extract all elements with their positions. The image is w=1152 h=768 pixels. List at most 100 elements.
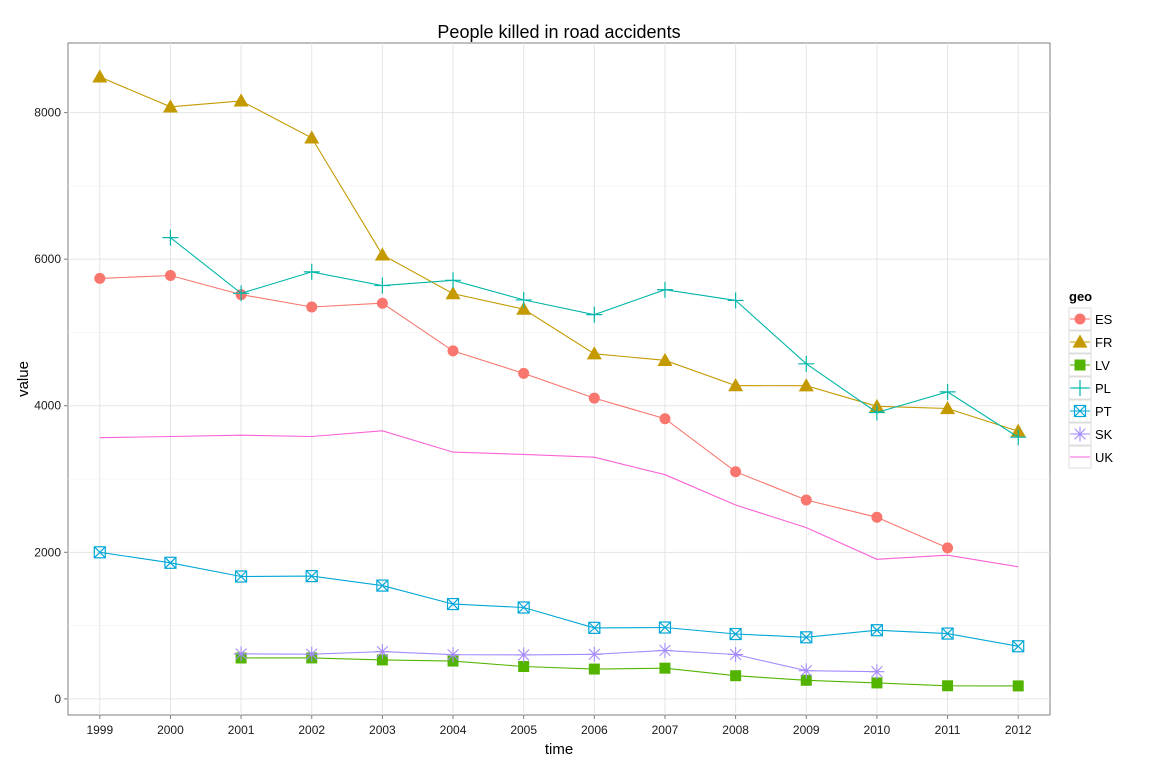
data-point-pt [305,570,318,583]
data-point-pl [939,383,956,400]
data-point-pt [588,621,601,634]
data-point-pt [800,631,813,644]
data-point-pt [164,556,177,569]
plot-panel [67,42,1051,716]
x-tick-label: 2011 [935,723,961,737]
data-point-pl [798,355,815,372]
x-tick-label: 2004 [440,723,467,737]
series-line-fr [99,76,1019,432]
data-point-sk [869,664,885,680]
data-point-es [518,367,530,379]
data-point-fr [445,286,461,300]
legend-marker-pl [1072,380,1088,396]
data-point-pt [446,597,460,611]
data-point-fr [304,130,320,144]
y-tick-label: 6000 [34,252,61,266]
legend-label: FR [1095,335,1112,350]
legend-label: ES [1095,312,1113,327]
data-point-pt [517,601,530,614]
x-tick-label: 2012 [1005,723,1032,737]
legend-label: PL [1095,381,1111,396]
major-gridlines [68,43,1050,715]
x-tick-label: 2006 [581,723,608,737]
data-point-lv [518,660,530,672]
data-point-fr [162,99,178,113]
series-pt [93,546,1025,653]
legend-label: UK [1095,450,1113,465]
legend-title: geo [1069,289,1092,304]
data-point-lv [871,677,883,689]
legend-label: SK [1095,427,1113,442]
legend-item-lv: LV [1068,353,1110,377]
data-point-sk [374,644,390,660]
data-point-sk [304,646,320,662]
legend-marker-lv [1074,359,1086,371]
legend-label: PT [1095,404,1112,419]
legend-marker-pt [1073,404,1087,418]
legend-marker-fr [1072,334,1088,348]
legend-item-fr: FR [1068,330,1112,354]
data-point-es [447,345,459,357]
x-tick-label: 2010 [864,723,891,737]
data-point-lv [800,674,812,686]
x-tick-label: 1999 [86,723,113,737]
data-point-fr [586,346,602,360]
data-point-sk [516,647,532,663]
y-axis-title: value [15,361,32,397]
x-tick-label: 2002 [298,723,325,737]
data-point-lv [1012,680,1024,692]
data-point-es [871,511,883,523]
data-point-es [800,494,812,506]
data-point-pt [234,570,248,583]
series-layer [92,69,1027,692]
data-point-es [306,301,318,313]
x-tick-label: 2001 [228,723,255,737]
data-point-pt [729,627,742,641]
x-tick-label: 2005 [510,723,537,737]
data-point-pl [727,292,744,309]
data-point-pl [656,281,673,298]
legend-item-pl: PL [1068,376,1111,400]
data-point-es [588,392,600,404]
y-axis: 0 2000 4000 6000 8000 [34,106,68,706]
series-line-uk [99,430,1019,568]
data-point-pl [1010,429,1027,446]
legend-item-uk: UK [1068,445,1113,469]
data-point-es [659,413,671,425]
series-line-sk [241,649,877,673]
data-point-fr [657,352,673,366]
x-axis: 1999 2000 2001 2002 2003 2004 2005 2006 2007 2008… [86,715,1032,737]
data-point-pl [868,404,885,421]
data-point-fr [374,247,390,261]
data-point-es [164,270,176,282]
x-tick-label: 2008 [722,723,749,737]
data-point-lv [588,663,600,675]
y-tick-label: 4000 [34,399,61,413]
data-point-fr [940,400,956,415]
data-point-pt [1012,640,1025,653]
data-point-lv [942,680,954,692]
y-tick-label: 2000 [34,545,61,559]
data-point-sk [798,663,814,679]
data-point-es [376,297,388,309]
data-point-lv [730,670,742,682]
series-fr [92,69,1026,437]
x-tick-label: 2009 [793,723,820,737]
data-point-fr [728,378,744,392]
minor-gridlines [68,185,1050,626]
series-line-lv [241,657,1019,687]
x-tick-label: 2000 [157,723,184,737]
series-line-pt [99,551,1019,647]
x-tick-label: 2003 [369,723,396,737]
data-point-fr [92,69,108,83]
data-point-sk [657,642,673,658]
data-point-pl [162,229,179,246]
data-point-es [942,542,954,554]
y-tick-label: 8000 [34,106,61,120]
legend-label: LV [1095,358,1110,373]
data-point-pl [303,263,320,280]
data-point-pt [658,621,672,634]
data-point-pt [870,624,884,637]
series-uk [99,430,1019,568]
